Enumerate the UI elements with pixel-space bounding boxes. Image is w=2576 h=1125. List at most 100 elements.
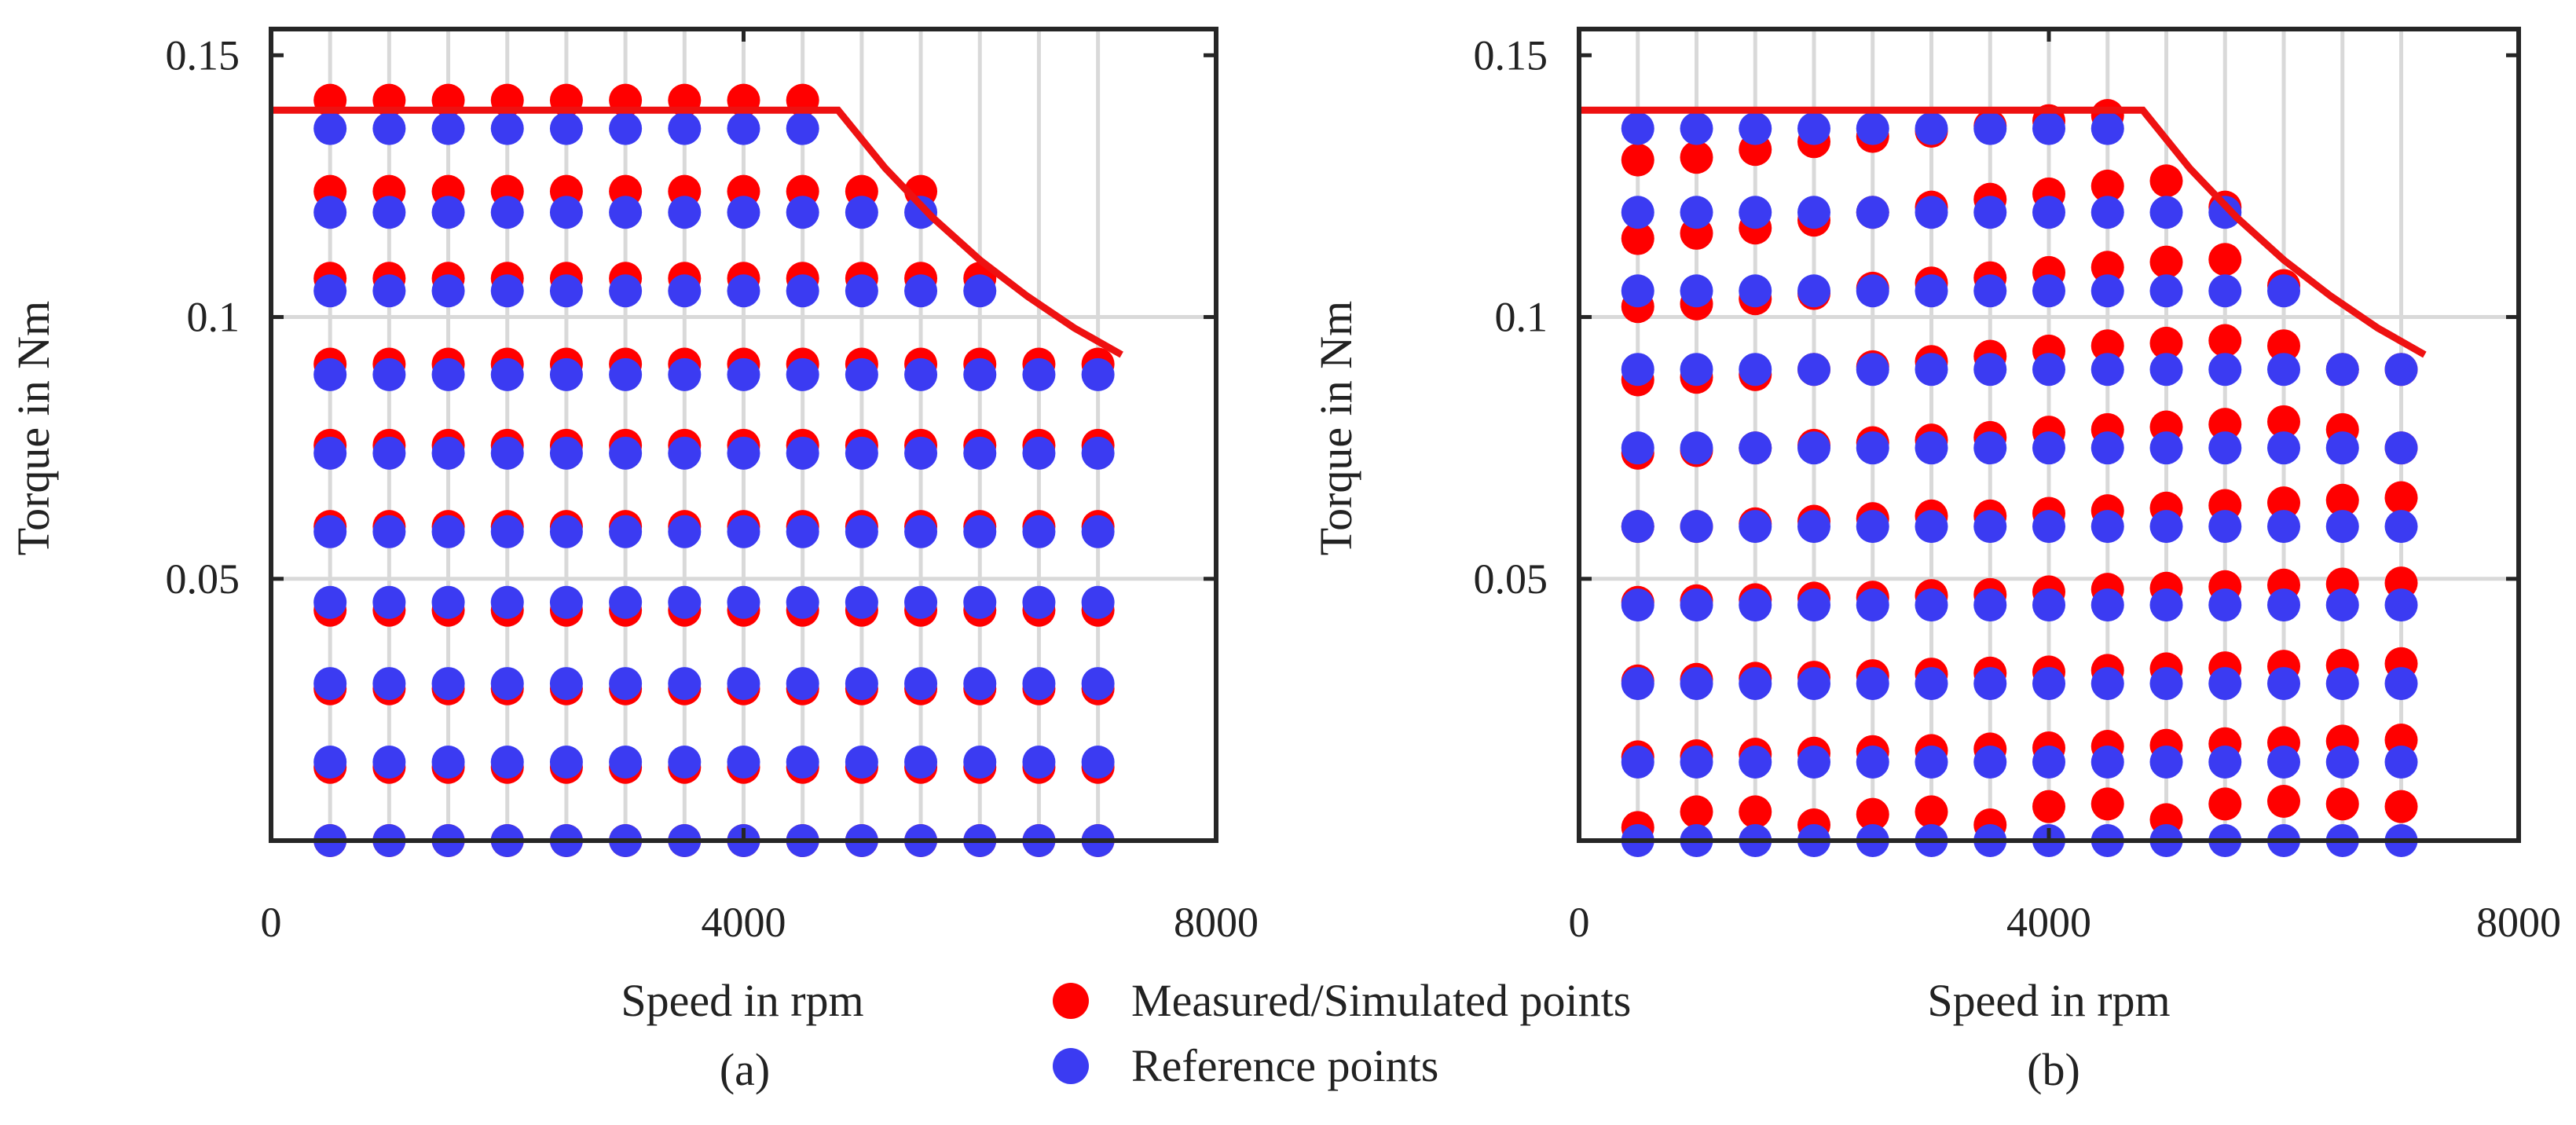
y-axis-title: Torque in Nm <box>8 301 59 556</box>
x-tick-label: 0 <box>1569 899 1590 946</box>
reference-point <box>1973 196 2007 229</box>
reference-point <box>1797 112 1830 145</box>
reference-point <box>1973 667 2007 701</box>
reference-point <box>2149 746 2183 779</box>
reference-point <box>2208 667 2242 701</box>
reference-point <box>1915 667 1948 701</box>
reference-point <box>2149 196 2183 229</box>
reference-point <box>2384 510 2418 544</box>
reference-point <box>1621 588 1654 622</box>
y-tick-label: 0.05 <box>166 555 240 603</box>
points-layer <box>1621 98 2418 857</box>
reference-point <box>549 515 583 548</box>
measured-point <box>2149 326 2183 360</box>
reference-point <box>1022 515 1056 548</box>
reference-point <box>2325 510 2359 544</box>
reference-point <box>549 112 583 145</box>
reference-point <box>2208 196 2242 229</box>
reference-point <box>1856 431 1889 465</box>
reference-point <box>963 357 997 391</box>
reference-point <box>727 357 760 391</box>
reference-point <box>845 357 878 391</box>
points-layer <box>313 83 1115 857</box>
measured-point <box>2267 405 2300 438</box>
reference-point <box>490 436 524 470</box>
reference-point <box>2208 510 2242 544</box>
x-tick-label: 0 <box>261 899 282 946</box>
reference-point <box>1856 746 1889 779</box>
reference-point <box>313 585 347 619</box>
y-tick-label: 0.15 <box>166 31 240 79</box>
reference-point <box>668 436 702 470</box>
reference-point <box>431 515 465 548</box>
reference-point <box>1856 112 1889 145</box>
reference-point <box>1739 274 1772 308</box>
reference-point <box>904 746 938 779</box>
x-tick-label: 4000 <box>702 899 786 946</box>
reference-point <box>786 746 819 779</box>
reference-point <box>2032 196 2065 229</box>
measured-point <box>2325 483 2359 517</box>
reference-point <box>1680 353 1713 387</box>
reference-point <box>1797 196 1830 229</box>
reference-point <box>727 746 760 779</box>
reference-point <box>609 112 643 145</box>
reference-point <box>1739 112 1772 145</box>
reference-point <box>1081 436 1115 470</box>
reference-point <box>1022 667 1056 701</box>
reference-point <box>2384 588 2418 622</box>
measured-point <box>2384 481 2418 515</box>
reference-point <box>313 515 347 548</box>
reference-point <box>668 746 702 779</box>
measured-point <box>2267 486 2300 520</box>
reference-point <box>2032 112 2065 145</box>
measured-point <box>2090 251 2124 284</box>
reference-point <box>1856 353 1889 387</box>
reference-point <box>2090 112 2124 145</box>
reference-point <box>904 357 938 391</box>
reference-point <box>2208 588 2242 622</box>
reference-point <box>1797 353 1830 387</box>
legend-reference-label: Reference points <box>1131 1040 1438 1091</box>
reference-point <box>431 436 465 470</box>
reference-point <box>372 585 406 619</box>
legend-measured-marker <box>1053 983 1089 1019</box>
reference-point <box>1973 353 2007 387</box>
reference-point <box>786 515 819 548</box>
reference-point <box>549 585 583 619</box>
reference-point <box>904 667 938 701</box>
reference-point <box>1797 431 1830 465</box>
reference-point <box>668 196 702 229</box>
reference-point <box>668 274 702 308</box>
reference-point <box>313 357 347 391</box>
reference-point <box>1739 510 1772 544</box>
reference-point <box>1680 196 1713 229</box>
reference-point <box>845 585 878 619</box>
measured-point <box>2325 787 2359 821</box>
reference-point <box>609 436 643 470</box>
reference-point <box>490 746 524 779</box>
reference-point <box>1915 274 1948 308</box>
reference-point <box>963 515 997 548</box>
reference-point <box>2149 274 2183 308</box>
reference-point <box>313 436 347 470</box>
reference-point <box>1680 431 1713 465</box>
reference-point <box>1856 510 1889 544</box>
reference-point <box>549 667 583 701</box>
reference-point <box>431 112 465 145</box>
reference-point <box>431 667 465 701</box>
reference-point <box>490 196 524 229</box>
measured-point <box>2267 329 2300 363</box>
reference-point <box>490 357 524 391</box>
reference-point <box>609 357 643 391</box>
reference-point <box>1739 353 1772 387</box>
reference-point <box>727 112 760 145</box>
reference-point <box>1022 357 1056 391</box>
torque-limit-curve <box>271 106 1123 358</box>
reference-point <box>2032 274 2065 308</box>
reference-point <box>845 436 878 470</box>
reference-point <box>1680 274 1713 308</box>
reference-point <box>668 357 702 391</box>
reference-point <box>1797 274 1830 308</box>
reference-point <box>1973 274 2007 308</box>
